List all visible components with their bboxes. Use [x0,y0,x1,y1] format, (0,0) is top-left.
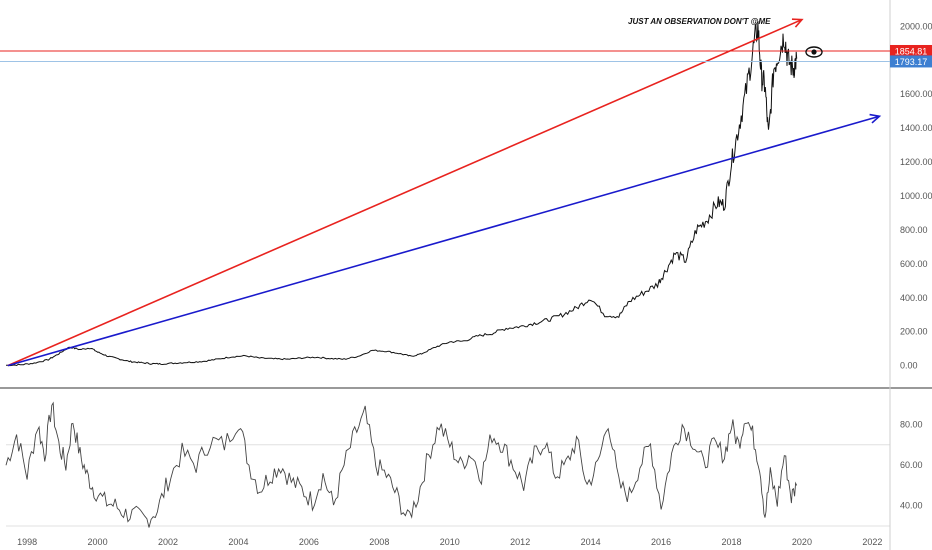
price-y-tick-label: 200.00 [900,327,928,337]
price-y-tick-label: 1200.00 [900,157,932,167]
price-y-tick-label: 1600.00 [900,89,932,99]
red-trend-line [7,18,803,367]
eye-icon [805,46,823,58]
price-tag [890,44,932,57]
x-tick-label: 2008 [369,537,389,547]
price-y-tick-label: 0.00 [900,361,918,371]
price-y-tick-label: 1400.00 [900,123,932,133]
price-tag-label: 1793.17 [895,57,928,67]
x-tick-label: 2018 [721,537,741,547]
x-tick-label: 2020 [792,537,812,547]
price-y-tick-label: 2000.00 [900,21,932,31]
arrow-head-icon [869,113,882,124]
x-tick-label: 2000 [88,537,108,547]
price-series [5,20,798,367]
x-tick-label: 2010 [440,537,460,547]
x-tick-label: 2014 [581,537,601,547]
price-y-tick-label: 1000.00 [900,191,932,201]
rsi-series [5,401,798,528]
rsi-y-tick-label: 80.00 [900,419,923,429]
price-tag [890,55,932,68]
rsi-y-tick-label: 40.00 [900,501,923,511]
x-tick-label: 1998 [17,537,37,547]
y-axis-ticks: 0.00 200.00 400.00 600.00 800.00 1000.00 1200.… [900,21,932,510]
price-tag-label: 1854.81 [895,46,928,56]
x-tick-label: 2022 [862,537,882,547]
trend-lines [7,18,882,367]
blue-trend-line [7,115,880,367]
horizontal-lines [0,50,890,62]
annotation-text: JUST AN OBSERVATION DON'T @ME [628,17,771,26]
x-tick-label: 2012 [510,537,530,547]
x-tick-label: 2006 [299,537,319,547]
x-tick-label: 2004 [228,537,248,547]
x-axis-ticks: 1998 2000 2002 2004 2006 2008 2010 2012 2014 2016… [17,537,882,547]
rsi-grid [6,444,890,527]
x-tick-label: 2002 [158,537,178,547]
price-y-tick-label: 400.00 [900,293,928,303]
arrow-head-icon [791,18,804,28]
price-line [5,20,798,367]
rsi-y-tick-label: 60.00 [900,460,923,470]
rsi-line [5,401,798,528]
price-y-tick-label: 600.00 [900,259,928,269]
x-tick-label: 2016 [651,537,671,547]
price-y-tick-label: 800.00 [900,225,928,235]
